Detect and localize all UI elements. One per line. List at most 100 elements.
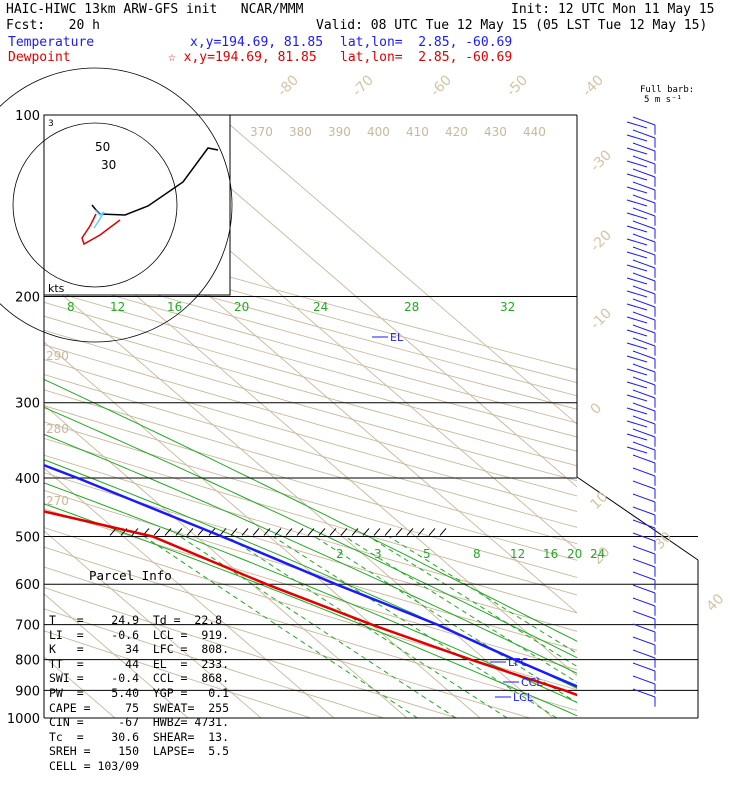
barb-flag xyxy=(632,194,656,204)
barb-flag xyxy=(632,337,656,347)
isotherm xyxy=(44,278,554,718)
tick xyxy=(395,528,403,536)
tick xyxy=(285,528,293,536)
barb-flag xyxy=(632,519,656,529)
mixing-ratio-label: 8 xyxy=(473,547,481,561)
mixing-ratio-line xyxy=(227,536,508,718)
parcel-info-box: Parcel Info T = 24.9 Td = 22.8 LI = -0.6 … xyxy=(49,540,229,788)
isotherm-label: -60 xyxy=(428,72,455,99)
wind-barbs xyxy=(626,116,656,707)
isotherm xyxy=(44,404,408,718)
barb-flag xyxy=(632,220,656,230)
hodograph-ring xyxy=(12,122,178,288)
level-markers: EL LFC CCL LCL xyxy=(372,331,543,704)
dry-adiabat xyxy=(44,344,577,497)
dry-adiabat xyxy=(44,527,577,691)
dry-adiabat xyxy=(44,262,577,410)
tick xyxy=(175,528,183,536)
parcel-info-title: Parcel Info xyxy=(89,568,172,584)
isotherm-label: -20 xyxy=(588,227,615,254)
parcel-row: T = 24.9 Td = 22.8 xyxy=(49,612,223,627)
level-marker-label: LCL xyxy=(513,691,534,704)
dry-adiabat xyxy=(44,546,577,711)
tick xyxy=(219,528,227,536)
dry-adiabat xyxy=(44,587,458,718)
tick xyxy=(439,528,447,536)
tick xyxy=(428,528,436,536)
dry-adiabat xyxy=(44,301,577,452)
barb-flag xyxy=(632,480,656,490)
isotherm xyxy=(44,215,577,677)
barb-flag xyxy=(632,350,656,360)
mixing-ratio-label: 5 xyxy=(423,547,431,561)
barb-flag xyxy=(632,155,656,165)
barb-flag xyxy=(626,433,648,441)
barb-flag xyxy=(626,342,648,350)
parcel-row: CAPE = 75 SWEAT= 255 xyxy=(49,700,230,715)
barb-flag xyxy=(632,649,656,659)
tick xyxy=(241,528,249,536)
barb-flag xyxy=(626,316,648,324)
parcel-row: LI = -0.6 LCL = 919. xyxy=(49,627,230,642)
barb-flag xyxy=(632,363,656,373)
theta-label: 430 xyxy=(484,125,507,139)
legend-temperature: Temperature xyxy=(8,35,95,50)
dry-adiabat xyxy=(44,315,577,467)
mixing-ratio-line xyxy=(144,536,418,718)
tick xyxy=(153,528,161,536)
tick xyxy=(318,528,326,536)
pressure-label: 600 xyxy=(15,578,40,593)
dry-adiabat xyxy=(44,236,577,384)
theta-label: 380 xyxy=(289,125,312,139)
tick xyxy=(373,528,381,536)
barb-flag xyxy=(632,584,656,594)
mixing-ratio-label: 28 xyxy=(404,300,419,314)
theta-label: 410 xyxy=(406,125,429,139)
barb-flag xyxy=(632,298,656,308)
dewpoint-xy: ☆ x,y=194.69, 81.85 xyxy=(168,50,317,65)
tick xyxy=(164,528,172,536)
pressure-label: 200 xyxy=(15,291,40,306)
legend-dewpoint: Dewpoint xyxy=(8,50,71,65)
mixing-ratio-label: 16 xyxy=(543,547,558,561)
dry-adiabat xyxy=(44,566,531,718)
dewpoint-latlon: lat,lon= 2.85, -60.69 xyxy=(340,50,513,65)
barb-flag xyxy=(626,186,648,194)
frame-right-slant xyxy=(576,476,699,561)
isotherm-label: -50 xyxy=(504,72,531,99)
barb-flag xyxy=(632,311,656,321)
hodograph-trace-lower xyxy=(81,213,121,246)
barb-flag xyxy=(626,290,648,298)
theta-label: 390 xyxy=(328,125,351,139)
parcel-row: SWI = -0.4 CCL = 868. xyxy=(49,671,230,686)
temperature-latlon: lat,lon= 2.85, -60.69 xyxy=(340,35,513,50)
parcel-row: TT = 44 EL = 233. xyxy=(49,656,230,671)
barb-flag xyxy=(626,368,648,376)
barb-flag xyxy=(632,233,656,243)
temperature-xy: x,y=194.69, 81.85 xyxy=(190,35,324,50)
mixing-ratio-label: 2 xyxy=(336,547,344,561)
parcel-row: CELL = 103/09 xyxy=(49,758,140,773)
barb-flag xyxy=(632,285,656,295)
barb-flag xyxy=(632,168,656,178)
mixing-ratio-line xyxy=(273,536,557,718)
hodograph-axis-label: kts xyxy=(48,282,65,295)
isotherm-label: -70 xyxy=(350,72,377,99)
barb-flag xyxy=(632,610,656,620)
mixing-ratio-line xyxy=(179,536,457,718)
theta-label: 420 xyxy=(445,125,468,139)
barb-flag xyxy=(626,381,648,389)
barb-flag xyxy=(626,446,648,454)
parcel-row: CIN = -67 HWBZ= 4731. xyxy=(49,715,230,730)
theta-label: 370 xyxy=(250,125,273,139)
model-title: HAIC-HIWC 13km ARW-GFS init NCAR/MMM xyxy=(6,2,304,17)
dry-adiabat xyxy=(44,608,385,718)
isotherm xyxy=(145,115,577,488)
init-time: Init: 12 UTC Mon 11 May 15 xyxy=(511,2,715,17)
barb-flag xyxy=(632,454,656,464)
pressure-label: 500 xyxy=(15,530,40,545)
barb-flag xyxy=(632,246,656,256)
barb-flag xyxy=(626,121,648,129)
tick xyxy=(186,528,194,536)
barb-flag xyxy=(632,493,656,503)
